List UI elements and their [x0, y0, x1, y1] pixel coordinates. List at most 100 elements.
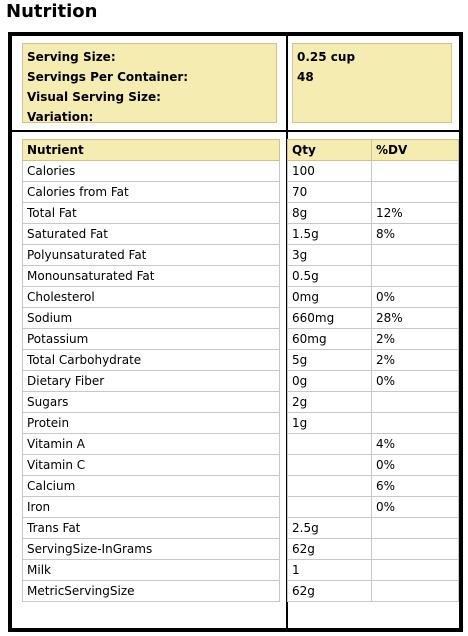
nutrient-name-table: Nutrient Calories Calories from Fat Total …: [22, 139, 280, 602]
table-row: Trans Fat: [22, 517, 280, 539]
nutrient-name-cell: Polyunsaturated Fat: [22, 244, 280, 266]
nutrient-name-cell: Total Fat: [22, 202, 280, 224]
serving-values-box: 0.25 cup 48: [292, 43, 452, 123]
qty-cell: 62g: [287, 538, 372, 560]
qty-cell: 1: [287, 559, 372, 581]
dv-cell: 0%: [371, 496, 459, 518]
table-row: 660mg 28%: [287, 307, 459, 329]
dv-cell: [371, 265, 459, 287]
table-row: Calories: [22, 160, 280, 182]
nutrient-value-table: Qty %DV 100 70 8g 12% 1.5g 8% 3g 0.5g 0mg 0% 660mg…: [287, 139, 459, 602]
nutrient-name-cell: Cholesterol: [22, 286, 280, 308]
nutrient-name-cell: Calcium: [22, 475, 280, 497]
table-row: Saturated Fat: [22, 223, 280, 245]
dv-cell: 2%: [371, 328, 459, 350]
table-row: Total Carbohydrate: [22, 349, 280, 371]
table-row: ServingSize-InGrams: [22, 538, 280, 560]
nutrient-name-cell: Trans Fat: [22, 517, 280, 539]
table-header-row: Qty %DV: [287, 139, 459, 161]
qty-cell: 0g: [287, 370, 372, 392]
table-row: Milk: [22, 559, 280, 581]
qty-cell: 8g: [287, 202, 372, 224]
nutrient-value-body: 100 70 8g 12% 1.5g 8% 3g 0.5g 0mg 0% 660mg 28% 60mg 2…: [287, 160, 459, 602]
dv-cell: 0%: [371, 286, 459, 308]
qty-cell: 100: [287, 160, 372, 182]
table-row: 0.5g: [287, 265, 459, 287]
qty-cell: 70: [287, 181, 372, 203]
table-row: 0%: [287, 454, 459, 476]
qty-cell: 60mg: [287, 328, 372, 350]
dv-header: %DV: [371, 139, 459, 161]
visual-serving-size-label: Visual Serving Size:: [27, 90, 161, 104]
nutrient-name-cell: Vitamin C: [22, 454, 280, 476]
qty-cell: 2g: [287, 391, 372, 413]
nutrient-name-cell: Sugars: [22, 391, 280, 413]
dv-cell: 12%: [371, 202, 459, 224]
nutrient-name-cell: Sodium: [22, 307, 280, 329]
qty-cell: 1g: [287, 412, 372, 434]
table-row: Polyunsaturated Fat: [22, 244, 280, 266]
table-row: Iron: [22, 496, 280, 518]
table-row: 62g: [287, 580, 459, 602]
visual-serving-size-value: [297, 87, 451, 107]
dv-cell: [371, 181, 459, 203]
dv-cell: [371, 559, 459, 581]
dv-cell: [371, 517, 459, 539]
table-row: 2g: [287, 391, 459, 413]
table-row: Cholesterol: [22, 286, 280, 308]
qty-cell: 3g: [287, 244, 372, 266]
variation-value: [297, 107, 451, 127]
dv-cell: 28%: [371, 307, 459, 329]
table-row: 100: [287, 160, 459, 182]
serving-size-label: Serving Size:: [27, 50, 116, 64]
nutrient-name-cell: Protein: [22, 412, 280, 434]
qty-cell: [287, 454, 372, 476]
serving-labels-box: Serving Size: Servings Per Container: Vi…: [22, 43, 277, 124]
nutrient-name-cell: Vitamin A: [22, 433, 280, 455]
table-header-row: Nutrient: [22, 139, 280, 161]
qty-cell: 660mg: [287, 307, 372, 329]
nutrient-name-body: Calories Calories from Fat Total Fat Satura…: [22, 160, 280, 602]
table-row: 6%: [287, 475, 459, 497]
table-row: 1: [287, 559, 459, 581]
dv-cell: 6%: [371, 475, 459, 497]
table-row: 0%: [287, 496, 459, 518]
nutrient-name-cell: MetricServingSize: [22, 580, 280, 602]
dv-cell: [371, 244, 459, 266]
qty-cell: [287, 433, 372, 455]
dv-cell: [371, 391, 459, 413]
table-row: Sodium: [22, 307, 280, 329]
table-row: Potassium: [22, 328, 280, 350]
dv-cell: 0%: [371, 370, 459, 392]
qty-cell: 2.5g: [287, 517, 372, 539]
variation-label: Variation:: [27, 110, 94, 124]
nutrient-name-cell: Calories from Fat: [22, 181, 280, 203]
section-divider: [12, 130, 459, 132]
nutrient-name-cell: Saturated Fat: [22, 223, 280, 245]
nutrient-name-cell: Iron: [22, 496, 280, 518]
dv-cell: 4%: [371, 433, 459, 455]
table-row: Protein: [22, 412, 280, 434]
qty-cell: 0mg: [287, 286, 372, 308]
table-row: Calcium: [22, 475, 280, 497]
page-title: Nutrition: [6, 1, 98, 22]
nutrient-name-cell: Calories: [22, 160, 280, 182]
table-row: 0g 0%: [287, 370, 459, 392]
table-row: 70: [287, 181, 459, 203]
dv-cell: [371, 412, 459, 434]
table-row: 4%: [287, 433, 459, 455]
table-row: MetricServingSize: [22, 580, 280, 602]
table-row: 1g: [287, 412, 459, 434]
dv-cell: 8%: [371, 223, 459, 245]
nutrient-name-cell: ServingSize-InGrams: [22, 538, 280, 560]
table-row: 60mg 2%: [287, 328, 459, 350]
servings-per-container-label: Servings Per Container:: [27, 70, 189, 84]
qty-cell: [287, 475, 372, 497]
dv-cell: [371, 538, 459, 560]
dv-cell: [371, 580, 459, 602]
table-row: 5g 2%: [287, 349, 459, 371]
qty-cell: 0.5g: [287, 265, 372, 287]
table-row: 8g 12%: [287, 202, 459, 224]
table-row: 2.5g: [287, 517, 459, 539]
qty-cell: [287, 496, 372, 518]
